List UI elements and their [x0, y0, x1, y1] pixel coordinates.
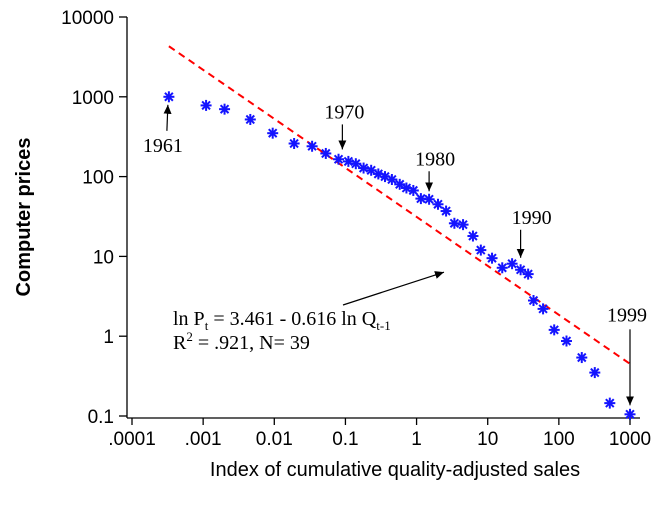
year-label-1961: 1961 — [143, 135, 183, 157]
arrow-equation — [342, 271, 445, 306]
y-tick-label: 10000 — [61, 8, 114, 29]
y-ticks: 0.1 1 10 100 1000 10000 — [61, 8, 127, 428]
data-point — [527, 295, 539, 307]
annotations: 1961 1970 1980 1990 1999 ln Pt = 3.461 -… — [143, 101, 647, 406]
data-point — [306, 140, 318, 152]
regression-equation: ln Pt = 3.461 - 0.616 ln Qt-1 — [173, 308, 391, 333]
data-point — [244, 113, 256, 125]
y-tick-label: 100 — [82, 168, 114, 189]
y-axis-title: Computer prices — [13, 138, 35, 297]
data-point — [624, 408, 636, 420]
data-point — [506, 258, 518, 270]
data-point — [423, 193, 435, 205]
data-point — [457, 219, 469, 231]
year-label-1980: 1980 — [415, 148, 455, 170]
data-point — [515, 264, 527, 276]
x-tick-label: 0.01 — [256, 429, 293, 450]
data-point — [358, 162, 370, 174]
data-point — [432, 198, 444, 210]
data-point — [320, 147, 332, 159]
x-tick-label: 1 — [411, 429, 422, 450]
data-point — [219, 103, 231, 115]
data-point — [475, 244, 487, 256]
data-point — [200, 99, 212, 111]
data-point — [604, 397, 616, 409]
data-point — [288, 137, 300, 149]
x-tick-label: 10 — [477, 429, 498, 450]
data-point — [342, 155, 354, 167]
x-axis-title: Index of cumulative quality-adjusted sal… — [210, 459, 580, 481]
x-ticks: .0001 .001 0.01 0.1 1 10 100 1000 — [108, 418, 651, 450]
data-point — [576, 352, 588, 364]
data-point — [560, 335, 572, 347]
y-tick-label: 10 — [93, 247, 114, 268]
data-point — [537, 303, 549, 315]
data-point — [440, 205, 452, 217]
data-point — [496, 262, 508, 274]
data-point — [350, 158, 362, 170]
y-tick-label: 0.1 — [88, 407, 114, 428]
data-point — [486, 252, 498, 264]
year-label-1999: 1999 — [607, 304, 647, 326]
data-point — [448, 217, 460, 229]
data-point — [333, 153, 345, 165]
arrow-1961 — [163, 104, 172, 131]
x-tick-label: 1000 — [609, 429, 651, 450]
x-tick-label: .001 — [185, 429, 222, 450]
x-tick-label: 100 — [543, 429, 575, 450]
data-point — [267, 127, 279, 139]
data-point — [467, 230, 479, 242]
data-point — [386, 173, 398, 185]
y-tick-label: 1 — [103, 327, 114, 348]
data-point — [407, 184, 419, 196]
data-point — [589, 367, 601, 379]
data-point — [522, 268, 534, 280]
year-label-1990: 1990 — [512, 207, 552, 229]
year-label-1970: 1970 — [324, 101, 364, 123]
x-tick-label: 0.1 — [332, 429, 358, 450]
y-tick-label: 1000 — [72, 88, 114, 109]
data-point — [163, 91, 175, 103]
x-tick-label: .0001 — [108, 429, 156, 450]
regression-fit-line — [168, 45, 631, 365]
r-squared-label: R2 = .921, N= 39 — [173, 329, 310, 354]
axes — [126, 17, 640, 419]
data-point — [548, 324, 560, 336]
data-points — [163, 91, 636, 420]
